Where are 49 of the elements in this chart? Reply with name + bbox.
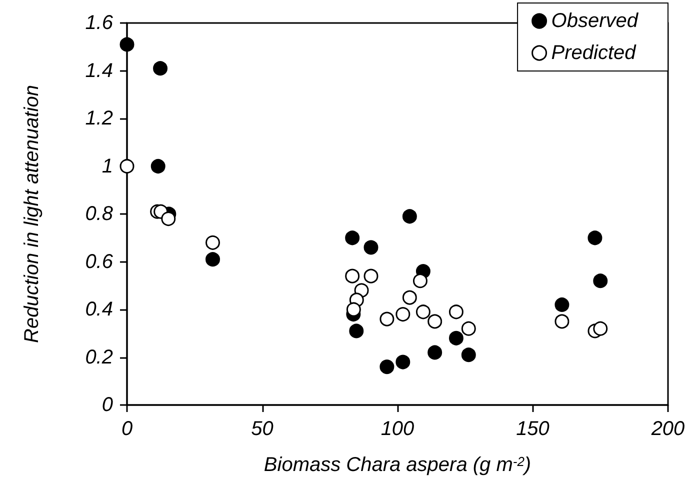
point [402,209,417,224]
point [161,212,176,226]
point [345,268,360,284]
point [593,274,608,288]
legend-label: Predicted [551,42,637,64]
point [448,330,464,346]
point [345,230,360,246]
x-tick-label: 150 [516,418,550,440]
point [349,324,364,338]
point [364,240,378,255]
point [153,61,168,76]
point [396,354,410,370]
point [364,268,378,284]
y-axis-title: Reduction in light attenuation [21,85,43,343]
point [428,345,442,360]
point [416,304,430,320]
point [206,252,220,267]
point [396,307,410,322]
y-tick-label: 0.2 [85,346,113,368]
x-tick-label: 50 [251,418,274,440]
x-tick-label: 0 [121,418,133,440]
point [380,312,394,326]
point [206,235,220,250]
y-tick-label: 1.2 [85,108,113,130]
point [461,348,476,362]
point [150,159,166,174]
y-tick-label: 0 [102,394,113,416]
point [554,314,570,329]
point [593,321,608,336]
legend-label: Observed [551,10,639,32]
point [402,290,417,305]
y-tick-label: 0.8 [85,203,113,225]
point [120,159,134,174]
point [120,37,134,52]
x-tick-label: 100 [380,418,414,440]
point [380,360,394,374]
y-tick-label: 1.6 [85,12,114,34]
y-tick-label: 1.4 [85,60,113,82]
y-tick-label: 1 [102,155,113,178]
point [448,304,464,320]
y-tick-label: 0.6 [85,250,114,273]
point [346,302,361,317]
point [588,230,602,246]
y-tick-label: 0.4 [85,298,113,320]
point [461,321,476,336]
point [412,274,428,288]
point [428,314,442,329]
point [554,297,570,312]
x-tick-label: 200 [650,418,685,440]
